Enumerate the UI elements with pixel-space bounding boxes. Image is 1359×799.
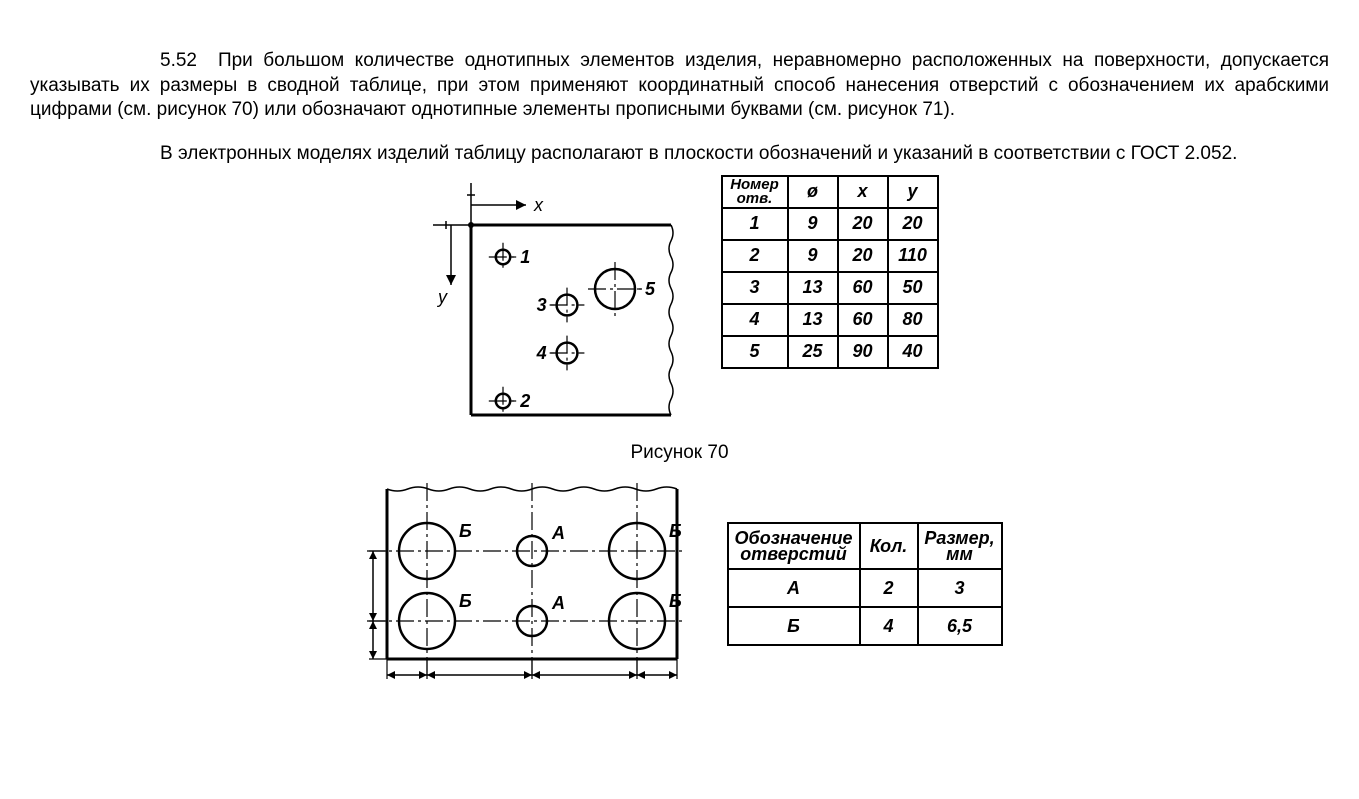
svg-text:y: y — [436, 287, 448, 307]
paragraph-gost-text: В электронных моделях изделий таблицу ра… — [160, 143, 1237, 164]
figure-70-drawing: x y 1 2 3 4 5 — [421, 175, 691, 435]
svg-text:А: А — [551, 523, 565, 543]
svg-text:Б: Б — [669, 591, 682, 611]
svg-text:x: x — [533, 195, 544, 215]
svg-text:1: 1 — [520, 247, 530, 267]
svg-text:2: 2 — [519, 391, 530, 411]
table-70: Номеротв.øxy1920202920110313605041360805… — [721, 175, 939, 369]
paragraph-5-52: 5.52 При большом количестве однотипных э… — [30, 49, 1329, 123]
paragraph-gost: В электронных моделях изделий таблицу ра… — [30, 142, 1329, 167]
svg-text:Б: Б — [669, 521, 682, 541]
svg-text:А: А — [551, 593, 565, 613]
figure-71-drawing: Б А Б Б А Б — [357, 479, 697, 689]
figure-70-row: x y 1 2 3 4 5 Номеротв.øxy19202029201103136050… — [421, 175, 939, 435]
table-71: ОбозначениеотверстийКол.Размер,ммА23Б46,… — [727, 522, 1003, 646]
svg-text:3: 3 — [536, 295, 546, 315]
svg-text:4: 4 — [535, 343, 546, 363]
paragraph-5-52-text: 5.52 При большом количестве однотипных э… — [30, 50, 1329, 120]
figure-70-caption: Рисунок 70 — [630, 441, 728, 466]
figures: x y 1 2 3 4 5 Номеротв.øxy19202029201103136050… — [30, 175, 1329, 690]
svg-text:Б: Б — [459, 591, 472, 611]
figure-71-row: Б А Б Б А Б ОбозначениеотверстийКол.Размер,мм… — [357, 479, 1003, 689]
svg-text:Б: Б — [459, 521, 472, 541]
svg-text:5: 5 — [645, 279, 656, 299]
page: 5.52 При большом количестве однотипных э… — [0, 0, 1359, 799]
